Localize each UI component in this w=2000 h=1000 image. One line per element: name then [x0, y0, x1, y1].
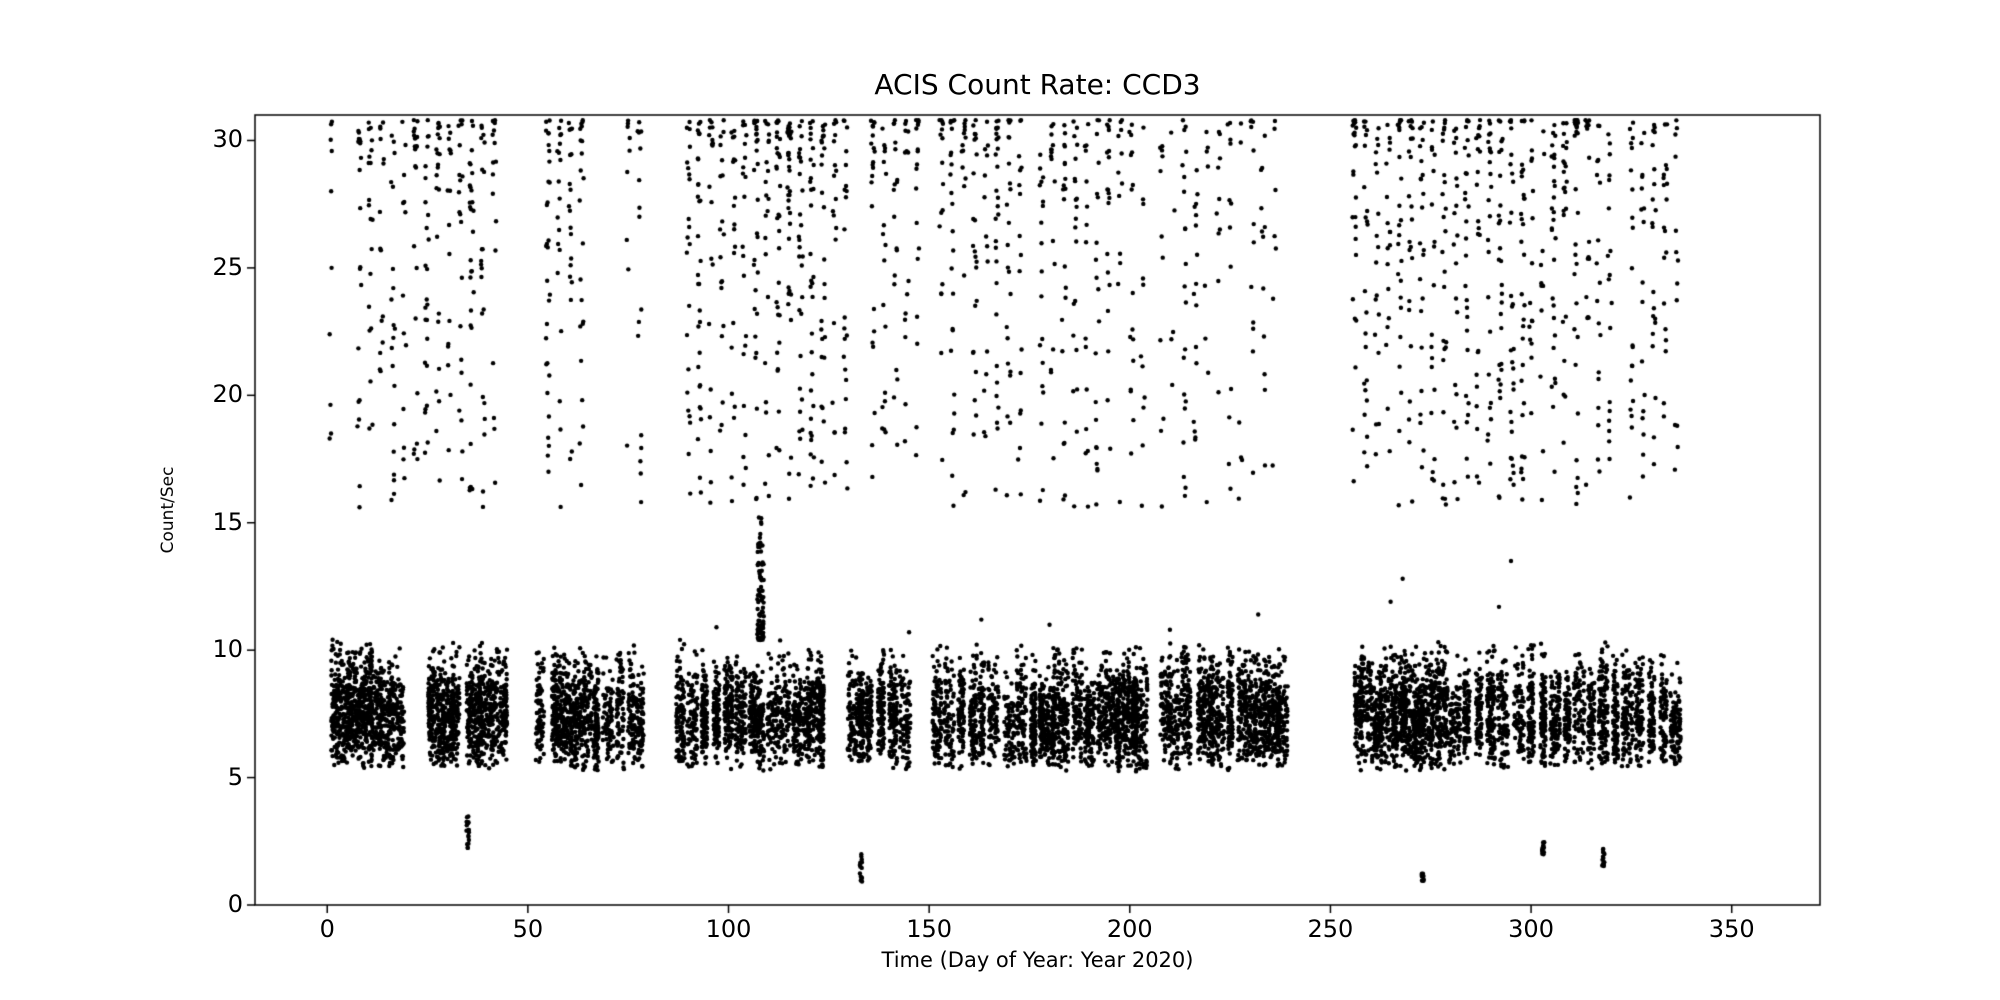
x-axis-label: Time (Day of Year: Year 2020): [881, 948, 1194, 972]
y-tick-label: 30: [212, 125, 243, 154]
x-tick-label: 0: [319, 915, 335, 943]
y-tick-label: 20: [212, 380, 243, 409]
y-tick-label: 5: [227, 762, 243, 791]
y-tick-label: 15: [212, 507, 243, 536]
y-tick-label: 0: [227, 890, 243, 918]
x-tick-label: 200: [1106, 915, 1153, 943]
y-tick-label: 10: [212, 635, 243, 664]
x-tick-label: 50: [512, 915, 544, 943]
x-tick-label: 300: [1508, 915, 1554, 943]
chart-title: ACIS Count Rate: CCD3: [874, 68, 1201, 101]
y-tick-label: 25: [212, 252, 243, 281]
x-tick-label: 350: [1708, 915, 1755, 943]
x-tick-label: 100: [705, 915, 752, 943]
x-tick-label: 250: [1307, 915, 1354, 943]
x-tick-label: 150: [906, 915, 953, 943]
